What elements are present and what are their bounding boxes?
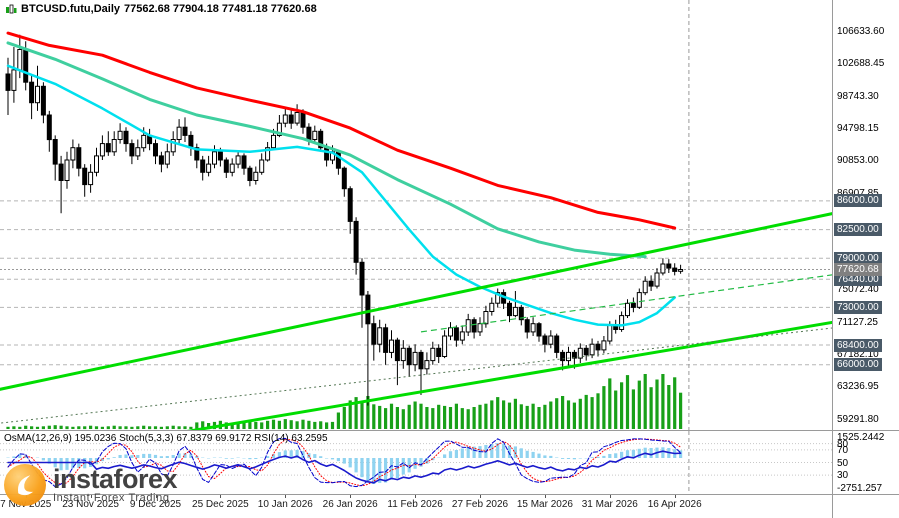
price-scale[interactable]: 106633.60 102688.45 98743.30 94798.15 90853.… [833, 0, 899, 518]
indicator-scale-label: 70 [837, 444, 849, 456]
time-axis-tick [350, 495, 352, 498]
panel-divider-bottom[interactable] [0, 494, 899, 495]
price-tick-label: 94798.15 [837, 122, 879, 134]
price-tick-label: 71127.25 [837, 316, 878, 328]
indicator-scale-min: -2751.257 [837, 483, 883, 494]
time-axis-label: 15 Mar 2026 [516, 499, 573, 510]
indicator-scale-label: 30 [837, 470, 849, 482]
time-axis-tick [544, 495, 546, 498]
time-axis-tick [90, 495, 92, 498]
price-tick-label: 59291.80 [837, 413, 879, 425]
chart-type-icon [6, 4, 17, 14]
panel-divider-top[interactable] [0, 430, 899, 431]
indicator-scale-max: 1525.2442 [837, 432, 885, 443]
chart-title: BTCUSD.futu,Daily 77562.68 77904.18 7748… [5, 3, 317, 15]
brand-name: instaforex [53, 463, 178, 494]
logo-swoosh-icon [17, 475, 34, 496]
time-axis-tick [285, 495, 287, 498]
time-axis-label: 11 Feb 2026 [387, 499, 443, 510]
price-tick-label: 86907.85 [837, 187, 879, 199]
price-level-badge: 73000.00 [834, 300, 882, 314]
symbol-period-label: BTCUSD.futu,Daily [21, 3, 120, 15]
time-axis-tick [415, 495, 417, 498]
indicator-scale-label: 50 [837, 457, 849, 469]
time-axis-label: 25 Dec 2025 [192, 499, 249, 510]
price-tick-label: 102688.45 [837, 58, 885, 70]
brand-tagline: Instant Forex Trading [53, 491, 170, 504]
price-tick-label: 106633.60 [837, 26, 885, 37]
instaforex-watermark: instaforex Instant Forex Trading [4, 463, 178, 506]
price-tick-label: 63236.95 [837, 381, 879, 393]
time-axis-label: 26 Jan 2026 [322, 499, 378, 510]
indicator-panel-canvas[interactable] [0, 431, 833, 494]
instaforex-logo-icon [4, 464, 46, 506]
scale-divider [832, 0, 833, 518]
time-axis-tick [674, 495, 676, 498]
price-tick-label: 98743.30 [837, 90, 879, 102]
price-level-badge: 79000.00 [834, 251, 882, 265]
time-axis-label: 27 Feb 2026 [451, 499, 509, 510]
indicator-header: OsMA(12,26,9) 195.0236 Stoch(5,3,3) 67.8… [4, 433, 328, 444]
time-axis-label: 9 Dec 2025 [129, 499, 182, 510]
price-tick-label: 67182.10 [837, 349, 879, 360]
time-axis-label: 10 Jan 2026 [257, 499, 313, 510]
price-level-badge: 82500.00 [834, 223, 882, 237]
price-tick-label: 75072.40 [837, 284, 879, 296]
price-level-badge: 86000.00 [834, 194, 882, 208]
indicator-scale-label: 80 [837, 438, 849, 450]
price-tick-label: 90853.00 [837, 155, 879, 167]
ohlc-readout: 77562.68 77904.18 77481.18 77620.68 [124, 3, 317, 15]
time-axis-label: 16 Apr 2026 [647, 499, 702, 510]
main-chart-canvas[interactable] [0, 0, 833, 431]
current-price-badge: 77620.68 [834, 263, 882, 276]
time-axis-tick [480, 495, 481, 498]
time-axis-label: 23 Nov 2025 [62, 499, 119, 510]
price-level-badge: 68400.00 [834, 338, 882, 352]
time-axis-label: 31 Mar 2026 [581, 499, 638, 510]
time-axis-tick [220, 495, 222, 498]
price-level-badge: 66000.00 [834, 358, 882, 372]
time-axis-tick [155, 495, 157, 498]
time-axis-tick [609, 495, 611, 498]
